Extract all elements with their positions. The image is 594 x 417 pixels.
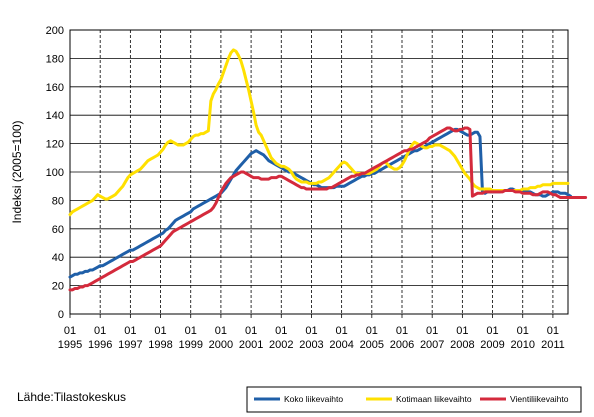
series-lines	[68, 48, 588, 292]
legend-label: Kotimaan liikevaihto	[396, 394, 472, 404]
x-tick-month-label: 01	[185, 325, 197, 337]
x-tick-year-label: 2009	[480, 339, 504, 351]
y-tick-label: 140	[46, 110, 64, 122]
plot-area-frame	[69, 29, 569, 315]
x-tick-year-label: 2010	[510, 339, 534, 351]
y-gridlines	[70, 58, 568, 287]
x-gridlines	[99, 30, 554, 314]
legend-label: Koko liikevaihto	[284, 394, 343, 404]
x-tick-year-label: 1998	[148, 339, 172, 351]
x-tick-month-label: 01	[517, 325, 529, 337]
x-tick-year-label: 2007	[420, 339, 444, 351]
x-tick-month-label: 01	[336, 325, 348, 337]
x-tick-month-label: 01	[486, 325, 498, 337]
x-axis-ticks: 01 1995 01 1996 01 1997 01 1998 01 1999 01 2000 01 20…	[58, 314, 565, 351]
x-tick-month-label: 01	[215, 325, 227, 337]
x-tick-month-label: 01	[245, 325, 257, 337]
y-axis-label: Indeksi (2005=100)	[10, 120, 24, 223]
x-tick-month-label: 01	[366, 325, 378, 337]
x-tick-month-label: 01	[456, 325, 468, 337]
x-tick-year-label: 2011	[541, 339, 565, 351]
y-tick-label: 80	[52, 195, 64, 207]
x-tick-month-label: 01	[124, 325, 136, 337]
x-tick-month-label: 01	[154, 325, 166, 337]
x-tick-month-label: 01	[305, 325, 317, 337]
legend: Koko liikevaihto Kotimaan liikevaihto Vien…	[246, 386, 582, 413]
x-tick-year-label: 2003	[299, 339, 323, 351]
x-tick-month-label: 01	[426, 325, 438, 337]
x-tick-year-label: 1999	[178, 339, 202, 351]
x-tick-year-label: 2002	[269, 339, 293, 351]
x-tick-month-label: 01	[275, 325, 287, 337]
y-tick-label: 0	[58, 309, 64, 321]
source-label: Lähde:Tilastokeskus	[17, 390, 126, 404]
y-axis-ticks: 0 20 40 60 80 100 120 140 160 180 200	[46, 25, 64, 321]
x-tick-month-label: 01	[547, 325, 559, 337]
y-tick-label: 100	[46, 167, 64, 179]
y-tick-label: 120	[46, 139, 64, 151]
x-tick-year-label: 1995	[58, 339, 82, 351]
x-tick-year-label: 1997	[118, 339, 142, 351]
y-tick-label: 60	[52, 224, 64, 236]
legend-box	[246, 386, 582, 413]
x-tick-month-label: 01	[94, 325, 106, 337]
series-line-3	[68, 126, 588, 292]
x-tick-month-label: 01	[396, 325, 408, 337]
y-tick-label: 180	[46, 53, 64, 65]
x-tick-year-label: 2000	[209, 339, 233, 351]
legend-label: Vientiliikevaihto	[510, 394, 569, 404]
x-tick-year-label: 2001	[239, 339, 263, 351]
x-tick-year-label: 1996	[88, 339, 112, 351]
x-tick-year-label: 2005	[360, 339, 384, 351]
y-tick-label: 200	[46, 25, 64, 37]
x-tick-year-label: 2008	[450, 339, 474, 351]
series-line-2	[68, 48, 570, 217]
x-tick-year-label: 2006	[390, 339, 414, 351]
x-tick-year-label: 2004	[329, 339, 353, 351]
y-tick-label: 160	[46, 82, 64, 94]
y-tick-label: 40	[52, 252, 64, 264]
x-tick-month-label: 01	[64, 325, 76, 337]
y-tick-label: 20	[52, 281, 64, 293]
